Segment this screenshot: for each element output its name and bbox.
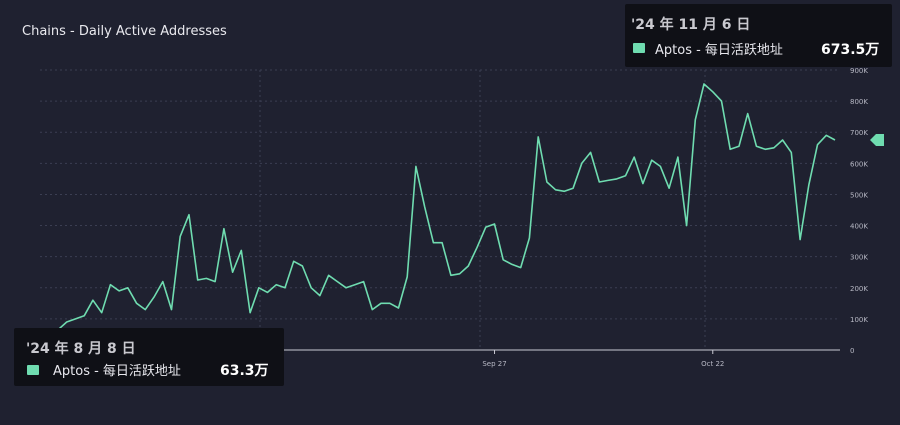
y-tick-label: 0 bbox=[850, 347, 854, 355]
y-axis: 0 100K 200K 300K 400K 500K 600K 700K 800K 900K bbox=[850, 67, 868, 355]
series-swatch-icon bbox=[633, 43, 645, 53]
chart-title: Chains - Daily Active Addresses bbox=[22, 24, 227, 39]
tooltip-date: '24 年 11 月 6 日 bbox=[631, 17, 751, 33]
tooltip-series-name: Aptos - 每日活跃地址 bbox=[53, 364, 181, 379]
y-tick-label: 400K bbox=[850, 223, 868, 231]
x-tick-label: Sep 27 bbox=[482, 360, 506, 368]
y-tick-label: 200K bbox=[850, 285, 868, 293]
y-tick-label: 100K bbox=[850, 316, 868, 324]
last-value-marker bbox=[870, 134, 884, 146]
y-tick-label: 700K bbox=[850, 129, 868, 137]
tooltip-value: 673.5万 bbox=[821, 42, 880, 58]
y-tick-label: 500K bbox=[850, 191, 868, 199]
y-tick-label: 300K bbox=[850, 254, 868, 262]
tooltip-left: '24 年 8 月 8 日 Aptos - 每日活跃地址 63.3万 bbox=[14, 328, 284, 386]
tooltip-right: '24 年 11 月 6 日 Aptos - 每日活跃地址 673.5万 bbox=[625, 4, 892, 67]
y-tick-label: 900K bbox=[850, 67, 868, 75]
y-tick-label: 600K bbox=[850, 160, 868, 168]
x-tick-label: Oct 22 bbox=[701, 360, 724, 368]
grid-lines bbox=[40, 69, 840, 351]
series-swatch-icon bbox=[27, 365, 39, 375]
y-tick-label: 800K bbox=[850, 98, 868, 106]
tooltip-series-name: Aptos - 每日活跃地址 bbox=[655, 43, 783, 58]
tooltip-date: '24 年 8 月 8 日 bbox=[26, 341, 136, 357]
tooltip-value: 63.3万 bbox=[220, 363, 269, 379]
series-layer bbox=[57, 83, 884, 331]
series-line-aptos bbox=[57, 83, 836, 331]
